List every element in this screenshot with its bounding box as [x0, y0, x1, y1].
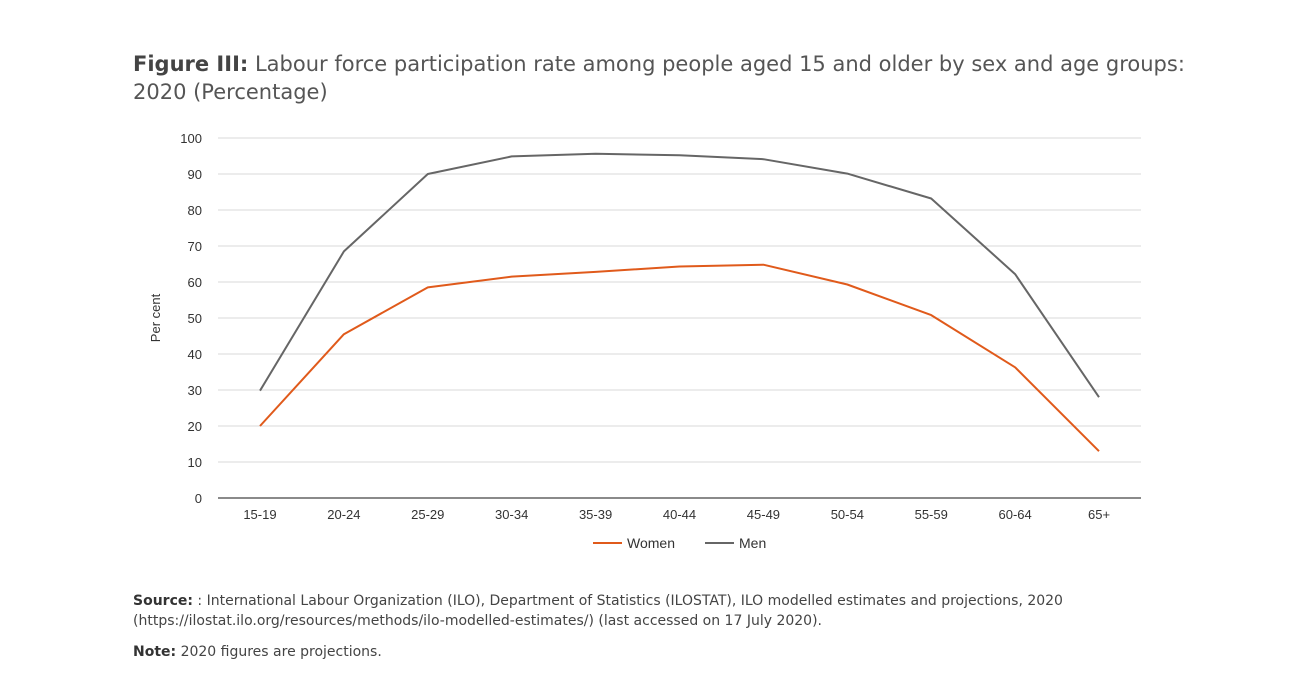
- x-tick-label: 50-54: [831, 507, 864, 522]
- y-tick-label: 80: [188, 203, 202, 218]
- series-lines: [259, 152, 1100, 452]
- source-note: Source: : International Labour Organizat…: [133, 591, 1193, 631]
- y-tick-label: 50: [188, 311, 202, 326]
- figure-label: Figure III:: [133, 52, 249, 76]
- note-text: 2020 figures are projections.: [180, 644, 382, 660]
- notes: Source: : International Labour Organizat…: [133, 591, 1193, 673]
- x-tick-label: 60-64: [999, 507, 1032, 522]
- y-tick-label: 40: [188, 347, 202, 362]
- projection-note: Note: 2020 figures are projections.: [133, 642, 1193, 662]
- legend: Women Men: [593, 535, 766, 551]
- figure-title-text: Labour force participation rate among pe…: [133, 52, 1185, 104]
- y-tick-label: 30: [188, 383, 202, 398]
- x-tick-label: 55-59: [915, 507, 948, 522]
- legend-label-men: Men: [739, 535, 766, 551]
- x-axis-ticks: 15-19 20-24 25-29 30-34 35-39 40-44 45-49 50-54…: [243, 507, 1110, 522]
- gridlines: [218, 137, 1141, 463]
- y-tick-label: 20: [188, 419, 202, 434]
- series-line-women: [259, 263, 1100, 452]
- y-tick-label: 0: [195, 491, 202, 506]
- x-tick-label: 40-44: [663, 507, 696, 522]
- y-tick-label: 90: [188, 167, 202, 182]
- x-tick-label: 65+: [1088, 507, 1110, 522]
- y-tick-label: 60: [188, 275, 202, 290]
- x-tick-label: 25-29: [411, 507, 444, 522]
- source-label: Source:: [133, 593, 193, 609]
- x-tick-label: 20-24: [327, 507, 360, 522]
- x-tick-label: 15-19: [243, 507, 276, 522]
- source-text: : International Labour Organization (ILO…: [133, 593, 1063, 629]
- series-line-men: [259, 152, 1100, 398]
- y-axis-title: Per cent: [148, 293, 163, 342]
- y-tick-label: 100: [180, 131, 202, 146]
- legend-label-women: Women: [627, 535, 675, 551]
- x-tick-label: 35-39: [579, 507, 612, 522]
- y-axis-ticks: 0 10 20 30 40 50 60 70 80 90 100: [180, 131, 202, 506]
- x-tick-label: 30-34: [495, 507, 528, 522]
- note-label: Note:: [133, 644, 177, 660]
- y-tick-label: 70: [188, 239, 202, 254]
- figure-title: Figure III: Labour force participation r…: [133, 50, 1233, 106]
- y-tick-label: 10: [188, 455, 202, 470]
- x-tick-label: 45-49: [747, 507, 780, 522]
